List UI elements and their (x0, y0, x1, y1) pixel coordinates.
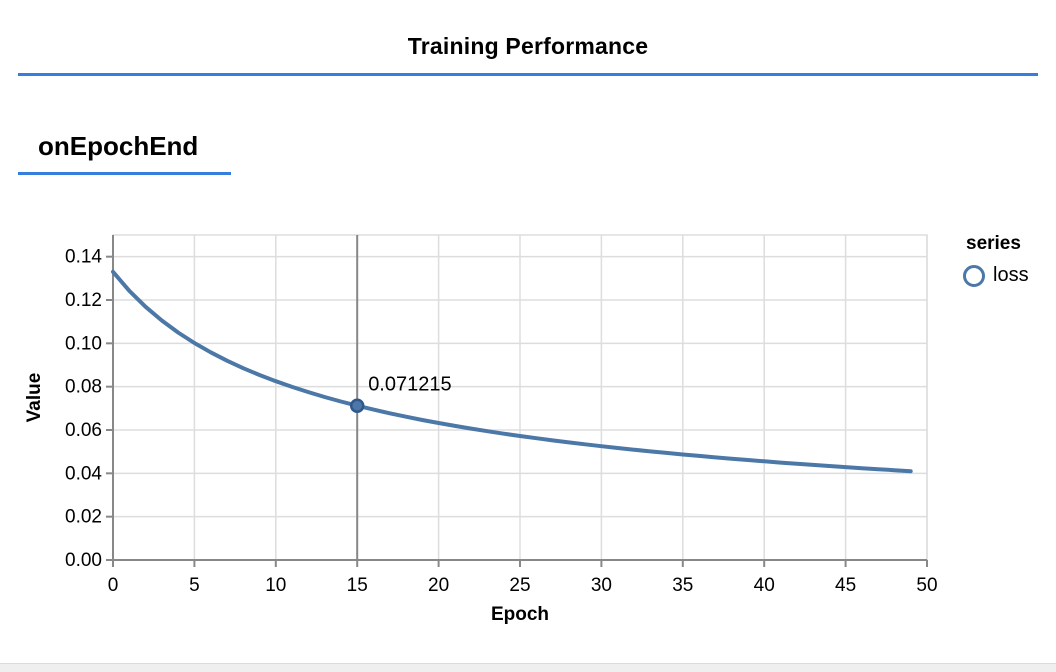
x-tick-label: 50 (916, 575, 937, 596)
next-panel-edge (0, 663, 1056, 672)
legend: series loss (963, 233, 1029, 287)
loss-series-circle-icon (963, 264, 985, 287)
tooltip-value: 0.071215 (368, 374, 451, 396)
section-title: onEpochEnd (38, 131, 199, 161)
x-axis-title: Epoch (491, 604, 549, 625)
gridlines (112, 234, 928, 561)
x-tick-label: 5 (189, 575, 200, 596)
x-tick-label: 20 (428, 575, 449, 596)
x-tick-label: 0 (108, 575, 119, 596)
y-tick-label: 0.10 (65, 333, 102, 354)
section-underline (18, 172, 231, 175)
y-tick-label: 0.02 (65, 507, 102, 528)
legend-title: series (966, 233, 1021, 254)
y-axis-title: Value (24, 373, 45, 423)
y-tick-label: 0.04 (65, 463, 102, 484)
axes: 0 5 10 15 20 25 30 35 40 45 50 0.00 0.02 0.04 0.06 0.08… (65, 235, 938, 596)
legend-item-loss[interactable]: loss (963, 264, 1029, 287)
x-tick-label: 10 (265, 575, 286, 596)
x-tick-label: 25 (509, 575, 530, 596)
page-title: Training Performance (407, 33, 649, 59)
x-tick-label: 15 (347, 575, 368, 596)
y-tick-label: 0.06 (65, 420, 102, 441)
y-tick-label: 0.00 (65, 550, 102, 571)
y-tick-label: 0.12 (65, 290, 102, 311)
x-tick-label: 40 (754, 575, 775, 596)
title-divider (18, 73, 1038, 76)
loss-line (111, 269, 913, 474)
hover-point[interactable] (349, 398, 365, 413)
y-tick-label: 0.08 (65, 377, 102, 398)
x-tick-label: 30 (591, 575, 612, 596)
legend-item-label: loss (993, 264, 1029, 286)
loss-line-chart[interactable]: 0 5 10 15 20 25 30 35 40 45 50 0.00 0.02 0.04 0.06 0.08… (0, 220, 1056, 640)
x-tick-label: 45 (835, 575, 856, 596)
x-tick-label: 35 (672, 575, 693, 596)
y-tick-label: 0.14 (65, 247, 102, 268)
